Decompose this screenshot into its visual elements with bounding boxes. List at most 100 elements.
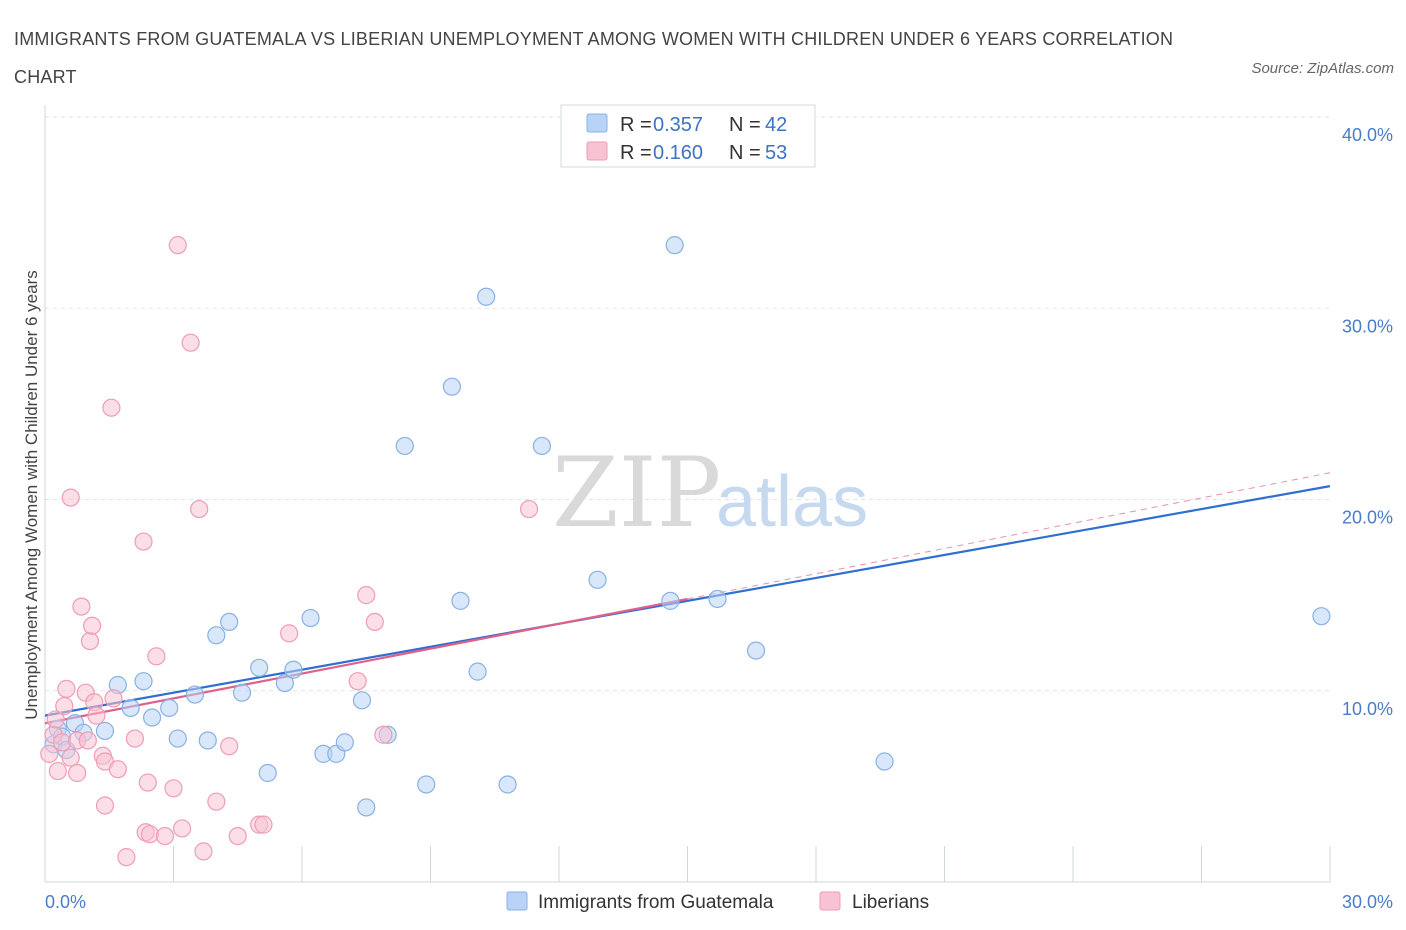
point-liberians	[519, 499, 539, 519]
point-guatemala	[357, 798, 376, 817]
data-points	[40, 236, 1331, 867]
point-liberians	[155, 826, 175, 846]
point-liberians	[80, 631, 100, 651]
point-liberians	[102, 398, 121, 417]
y-tick-label: 40.0%	[1342, 125, 1393, 145]
point-guatemala	[207, 626, 226, 645]
point-guatemala	[477, 287, 496, 306]
tick-labels: 10.0% 20.0% 30.0% 40.0% 0.0% 30.0%	[45, 125, 1393, 912]
point-liberians	[168, 236, 187, 255]
point-liberians	[53, 733, 72, 752]
x-tick-label: 30.0%	[1342, 892, 1393, 912]
point-liberians	[172, 819, 192, 838]
point-liberians	[254, 815, 273, 834]
legend: R = 0.357 N = 42 R = 0.160 N = 53	[560, 104, 816, 168]
legend-swatch-pink	[586, 141, 608, 161]
point-guatemala	[468, 662, 487, 681]
watermark-zip: ZIP	[552, 437, 721, 549]
chart-title: IMMIGRANTS FROM GUATEMALA VS LIBERIAN UN…	[14, 29, 1174, 87]
point-liberians	[117, 848, 136, 867]
legend-n-label: N =	[729, 114, 761, 136]
point-liberians	[87, 706, 106, 725]
bottom-legend: Immigrants from Guatemala Liberians	[506, 891, 929, 913]
point-guatemala	[588, 570, 607, 589]
y-axis-label: Unemployment Among Women with Children U…	[22, 270, 41, 719]
point-liberians	[140, 825, 160, 844]
point-guatemala	[498, 775, 517, 794]
x-tick-label: 0.0%	[45, 892, 86, 912]
point-guatemala	[198, 731, 217, 750]
point-liberians	[220, 737, 239, 756]
point-guatemala	[451, 591, 470, 610]
point-guatemala	[875, 752, 894, 771]
trend-lines	[44, 472, 1331, 725]
point-liberians	[374, 725, 393, 744]
bottom-legend-label: Immigrants from Guatemala	[538, 892, 774, 913]
point-liberians	[207, 792, 226, 811]
point-liberians	[280, 624, 299, 643]
point-guatemala	[134, 672, 153, 691]
trend-line-guatemala	[44, 485, 1331, 717]
point-guatemala	[160, 698, 179, 718]
point-liberians	[46, 710, 65, 729]
watermark-atlas: atlas	[716, 462, 868, 542]
point-liberians	[125, 729, 145, 748]
point-liberians	[228, 826, 247, 846]
point-guatemala	[284, 660, 303, 679]
point-guatemala	[275, 673, 294, 693]
point-liberians	[357, 586, 376, 605]
legend-n-value: 53	[765, 142, 787, 164]
point-guatemala	[442, 377, 462, 396]
source-label: Source: ZipAtlas.com	[1251, 60, 1394, 77]
point-liberians	[61, 488, 80, 507]
point-guatemala	[185, 685, 205, 704]
point-liberians	[57, 679, 76, 698]
point-guatemala	[417, 775, 436, 794]
point-liberians	[72, 597, 91, 616]
point-guatemala	[665, 236, 684, 255]
trend-line-liberians	[44, 597, 688, 725]
point-liberians	[95, 796, 115, 815]
y-tick-label: 30.0%	[1342, 316, 1393, 336]
point-liberians	[61, 748, 80, 767]
legend-r-label: R =	[620, 142, 652, 164]
bottom-legend-swatch-pink	[819, 891, 841, 911]
point-liberians	[78, 731, 97, 750]
point-liberians	[104, 689, 123, 708]
point-liberians	[138, 773, 157, 792]
point-guatemala	[661, 591, 680, 610]
grid-lines	[45, 116, 1330, 692]
point-guatemala	[708, 589, 727, 609]
point-liberians	[194, 842, 213, 861]
point-liberians	[134, 532, 153, 551]
point-liberians	[365, 612, 384, 632]
y-tick-label: 20.0%	[1342, 508, 1393, 528]
legend-swatch-blue	[586, 113, 608, 133]
point-guatemala	[335, 733, 354, 752]
legend-r-label: R =	[620, 114, 652, 136]
point-guatemala	[532, 436, 551, 456]
point-liberians	[190, 499, 209, 519]
bottom-legend-swatch-blue	[506, 891, 528, 911]
point-liberians	[68, 763, 87, 783]
watermark: ZIP atlas	[552, 437, 868, 549]
point-guatemala	[301, 608, 320, 628]
legend-n-label: N =	[729, 142, 761, 164]
point-guatemala	[352, 691, 372, 710]
point-liberians	[83, 616, 102, 635]
point-liberians	[181, 333, 200, 352]
legend-r-value: 0.160	[653, 142, 703, 164]
point-guatemala	[232, 683, 252, 702]
bottom-legend-label: Liberians	[852, 892, 929, 913]
point-guatemala	[250, 658, 269, 677]
axes	[44, 105, 1331, 883]
point-guatemala	[746, 641, 766, 660]
point-guatemala	[1312, 607, 1331, 626]
point-liberians	[48, 761, 67, 781]
point-guatemala	[258, 763, 277, 783]
point-guatemala	[220, 612, 239, 632]
point-liberians	[348, 672, 367, 691]
legend-r-value: 0.357	[653, 114, 703, 136]
point-liberians	[164, 779, 183, 798]
